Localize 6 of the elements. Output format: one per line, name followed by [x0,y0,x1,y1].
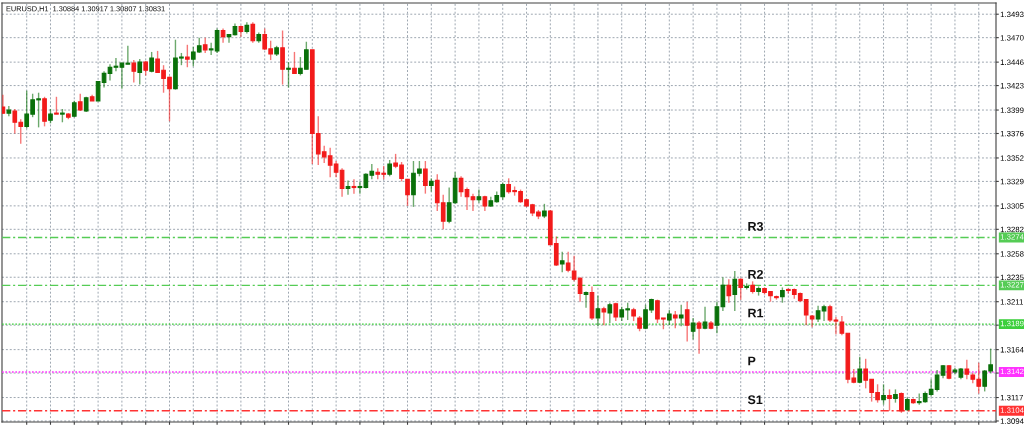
ref-line-label: R3 [748,221,764,231]
ref-line-label: R2 [748,269,763,279]
candlestick [476,188,482,204]
ref-line-label: S1 [747,395,763,405]
ref-line-label: P [748,356,756,366]
ref-line-label: R1 [748,308,764,318]
